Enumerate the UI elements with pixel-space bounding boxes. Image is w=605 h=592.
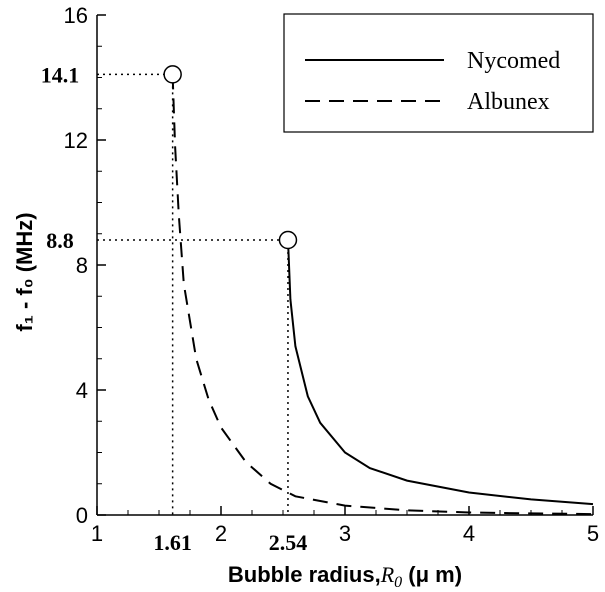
plot-area [97,65,594,516]
annotation-marker [278,230,298,250]
series-line-albunex [171,74,594,516]
x-tick-label: 4 [463,521,475,546]
legend-label-albunex: Albunex [467,89,550,115]
legend-box [283,13,594,133]
y-axis-title: f₁ - f₀ (MHz) [12,212,37,331]
annotation-x-label: 2.54 [269,530,308,555]
y-tick-label: 4 [76,378,88,403]
annotation-marker [163,65,182,84]
legend-label-nycomed: Nycomed [467,48,560,74]
x-tick-label: 1 [91,521,103,546]
annotation-x-label: 1.61 [153,530,192,555]
annotation-y-label: 8.8 [46,228,74,253]
y-tick-label: 8 [76,253,88,278]
y-tick-label: 12 [64,128,88,153]
x-tick-label: 5 [587,521,599,546]
series-line-nycomed [287,239,594,506]
annotation-y-label: 14.1 [41,62,80,87]
x-tick-label: 2 [215,521,227,546]
y-tick-label: 0 [76,503,88,528]
y-tick-label: 16 [64,3,88,28]
x-tick-label: 3 [339,521,351,546]
x-axis-title: Bubble radius,R0 (μ m) [228,562,462,591]
